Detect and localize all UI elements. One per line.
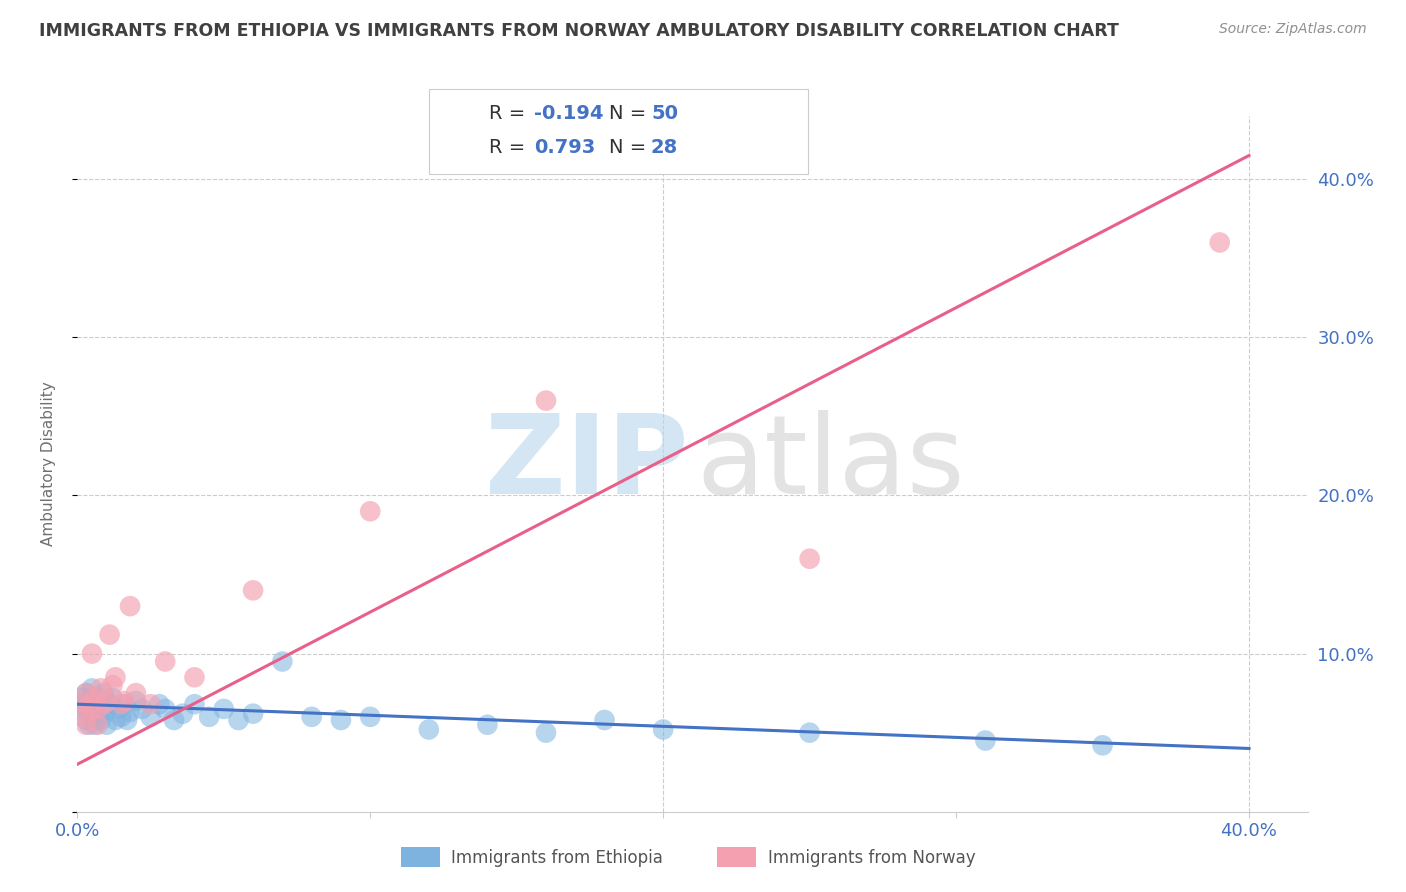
Point xyxy=(120,599,141,614)
Point xyxy=(242,706,264,721)
Point xyxy=(1091,739,1114,753)
Point xyxy=(84,690,107,705)
Point xyxy=(359,710,381,724)
Point xyxy=(242,583,264,598)
Point xyxy=(90,713,112,727)
Point xyxy=(75,717,97,731)
Point xyxy=(72,690,94,705)
Point xyxy=(104,670,127,684)
Text: -0.194: -0.194 xyxy=(534,103,603,123)
Text: Immigrants from Ethiopia: Immigrants from Ethiopia xyxy=(451,849,664,867)
Point xyxy=(125,686,148,700)
Point xyxy=(80,681,103,696)
Text: atlas: atlas xyxy=(696,410,965,517)
Point xyxy=(172,706,194,721)
Point xyxy=(112,697,135,711)
Point xyxy=(96,694,118,708)
Point xyxy=(77,717,100,731)
Text: IMMIGRANTS FROM ETHIOPIA VS IMMIGRANTS FROM NORWAY AMBULATORY DISABILITY CORRELA: IMMIGRANTS FROM ETHIOPIA VS IMMIGRANTS F… xyxy=(39,22,1119,40)
Text: Immigrants from Norway: Immigrants from Norway xyxy=(768,849,976,867)
Point xyxy=(75,686,97,700)
Point xyxy=(72,710,94,724)
Text: R =: R = xyxy=(489,103,531,123)
Point xyxy=(418,723,440,737)
Point xyxy=(799,551,821,566)
Point xyxy=(155,655,177,669)
Point xyxy=(534,725,557,739)
Point xyxy=(155,702,177,716)
Text: 50: 50 xyxy=(651,103,678,123)
Point xyxy=(183,670,205,684)
Point xyxy=(1209,235,1232,250)
Point xyxy=(148,697,170,711)
Text: N =: N = xyxy=(609,137,652,157)
Point xyxy=(75,686,97,700)
Text: 28: 28 xyxy=(651,137,678,157)
Point xyxy=(84,702,107,716)
Point xyxy=(98,697,121,711)
Point xyxy=(163,713,186,727)
Point xyxy=(120,705,141,719)
Point xyxy=(131,702,153,716)
Point xyxy=(80,702,103,716)
Point xyxy=(77,697,100,711)
Point xyxy=(87,690,110,705)
Point xyxy=(90,681,112,696)
Y-axis label: Ambulatory Disability: Ambulatory Disability xyxy=(42,382,56,546)
Point xyxy=(212,702,235,716)
Point xyxy=(107,702,129,716)
Point xyxy=(87,710,110,724)
Point xyxy=(799,725,821,739)
Point xyxy=(69,697,91,711)
Point xyxy=(974,733,997,747)
Point xyxy=(84,717,107,731)
Text: R =: R = xyxy=(489,137,531,157)
Point xyxy=(301,710,323,724)
Point xyxy=(101,678,124,692)
Point xyxy=(110,710,132,724)
Point xyxy=(69,697,91,711)
Point xyxy=(198,710,221,724)
Point xyxy=(87,702,110,716)
Point xyxy=(87,717,110,731)
Point xyxy=(96,717,118,731)
Point xyxy=(330,713,353,727)
Point xyxy=(75,713,97,727)
Point xyxy=(593,713,616,727)
Point xyxy=(115,713,138,727)
Text: N =: N = xyxy=(609,103,652,123)
Point xyxy=(271,655,294,669)
Point xyxy=(228,713,250,727)
Point xyxy=(93,686,115,700)
Point xyxy=(125,694,148,708)
Point xyxy=(652,723,675,737)
Point xyxy=(90,697,112,711)
Point xyxy=(80,706,103,721)
Point xyxy=(139,710,162,724)
Point xyxy=(534,393,557,408)
Point xyxy=(110,697,132,711)
Point xyxy=(183,697,205,711)
Point xyxy=(77,694,100,708)
Point xyxy=(104,713,127,727)
Text: Source: ZipAtlas.com: Source: ZipAtlas.com xyxy=(1219,22,1367,37)
Point xyxy=(139,697,162,711)
Point xyxy=(477,717,499,731)
Point xyxy=(93,697,115,711)
Point xyxy=(72,702,94,716)
Point xyxy=(98,627,121,641)
Point xyxy=(80,647,103,661)
Point xyxy=(112,694,135,708)
Point xyxy=(359,504,381,518)
Point xyxy=(96,705,118,719)
Text: 0.793: 0.793 xyxy=(534,137,596,157)
Text: ZIP: ZIP xyxy=(485,410,689,517)
Point xyxy=(101,690,124,705)
